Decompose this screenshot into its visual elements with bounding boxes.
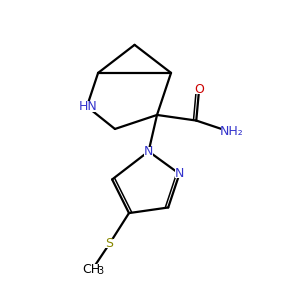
Text: NH₂: NH₂ bbox=[219, 125, 243, 138]
FancyBboxPatch shape bbox=[144, 147, 153, 156]
Text: CH: CH bbox=[82, 263, 100, 276]
FancyBboxPatch shape bbox=[79, 101, 98, 112]
FancyBboxPatch shape bbox=[105, 239, 113, 248]
Text: 3: 3 bbox=[97, 266, 103, 276]
FancyBboxPatch shape bbox=[175, 169, 184, 178]
Text: HN: HN bbox=[79, 100, 98, 113]
FancyBboxPatch shape bbox=[195, 85, 203, 94]
FancyBboxPatch shape bbox=[221, 127, 242, 137]
Text: N: N bbox=[144, 145, 153, 158]
Text: N: N bbox=[175, 167, 184, 180]
Text: O: O bbox=[194, 83, 204, 96]
FancyBboxPatch shape bbox=[82, 264, 103, 274]
Text: S: S bbox=[105, 237, 113, 250]
